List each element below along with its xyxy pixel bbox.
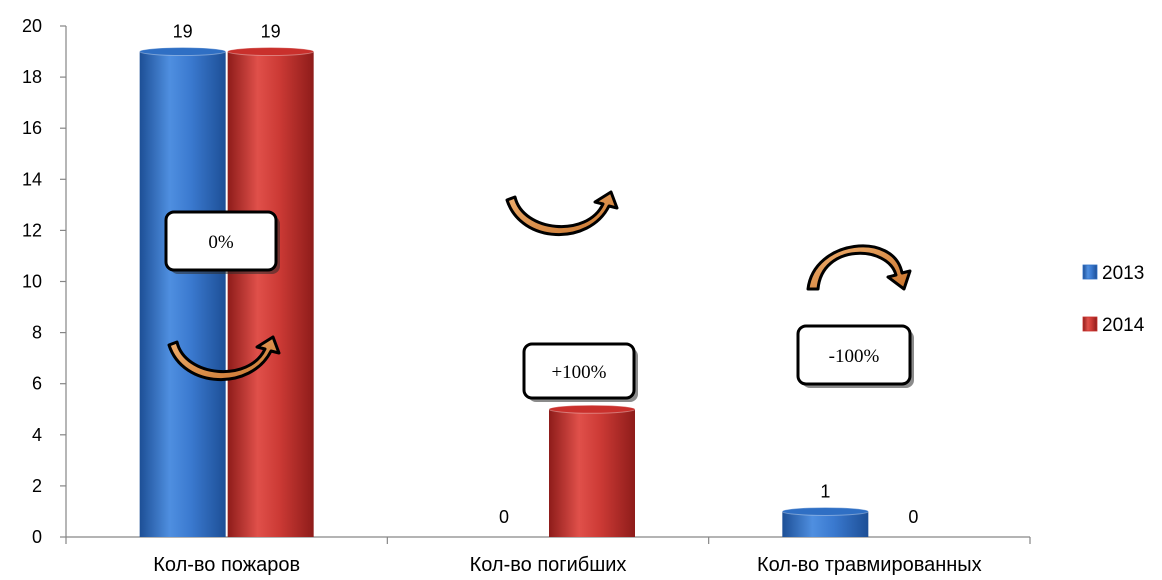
legend-label: 2014 — [1102, 315, 1145, 336]
y-tick-label: 16 — [22, 118, 42, 138]
bar-cap — [548, 404, 636, 414]
y-tick-label: 18 — [22, 67, 42, 87]
curved-arrow-up-icon — [167, 335, 281, 382]
curved-arrow-down-icon — [806, 244, 912, 291]
bar-body — [782, 511, 869, 537]
callout-box — [164, 210, 278, 272]
legend: 2013 2014 — [1082, 263, 1145, 336]
category-label: Кол-во травмированных — [757, 554, 982, 576]
legend-label: 2013 — [1102, 263, 1144, 284]
annotation-callout: 0% — [164, 210, 280, 274]
callout-box — [522, 342, 636, 400]
y-tick-label: 10 — [22, 272, 42, 292]
data-label: 19 — [173, 22, 193, 42]
category-label: Кол-во пожаров — [153, 554, 300, 576]
bar-cap — [139, 47, 227, 57]
legend-swatch — [1082, 264, 1098, 280]
bar-body — [227, 51, 314, 538]
bar-cap — [781, 506, 869, 516]
callout-text: 0% — [208, 232, 234, 253]
annotation-callout: -100% — [796, 324, 914, 388]
annotation-callout: +100% — [522, 342, 638, 402]
bar-2014 — [227, 47, 315, 538]
bar-2013 — [781, 506, 869, 537]
y-tick-label: 20 — [22, 16, 42, 36]
bars-group — [139, 47, 869, 538]
y-tick-label: 12 — [22, 220, 42, 240]
data-label: 1 — [820, 481, 830, 501]
callout-text: +100% — [551, 362, 606, 383]
annotations-group: 0% +100% -100% — [164, 190, 914, 402]
callout-box — [796, 324, 912, 386]
y-tick-label: 2 — [32, 476, 42, 496]
y-tick-label: 6 — [32, 374, 42, 394]
y-tick-label: 0 — [32, 527, 42, 547]
bar-2014 — [548, 404, 636, 537]
callout-text: -100% — [829, 346, 880, 367]
y-tick-label: 14 — [22, 169, 42, 189]
x-tick-group: Кол-во пожаров Кол-во погибших Кол-во трав… — [65, 537, 1031, 576]
y-tick-label: 8 — [32, 323, 42, 343]
curved-arrow-up-icon — [505, 190, 619, 237]
y-tick-group: 0 2 4 6 8 10 12 14 16 18 20 — [22, 16, 66, 547]
bar-body — [139, 51, 226, 538]
data-label: 19 — [261, 22, 281, 42]
data-label: 0 — [908, 507, 918, 527]
bar-cap — [227, 47, 315, 57]
bar-body — [549, 409, 635, 537]
data-label: 0 — [499, 507, 509, 527]
y-tick-label: 4 — [32, 425, 42, 445]
bar-2013 — [139, 47, 227, 538]
legend-swatch — [1082, 316, 1098, 332]
category-label: Кол-во погибших — [470, 554, 627, 576]
